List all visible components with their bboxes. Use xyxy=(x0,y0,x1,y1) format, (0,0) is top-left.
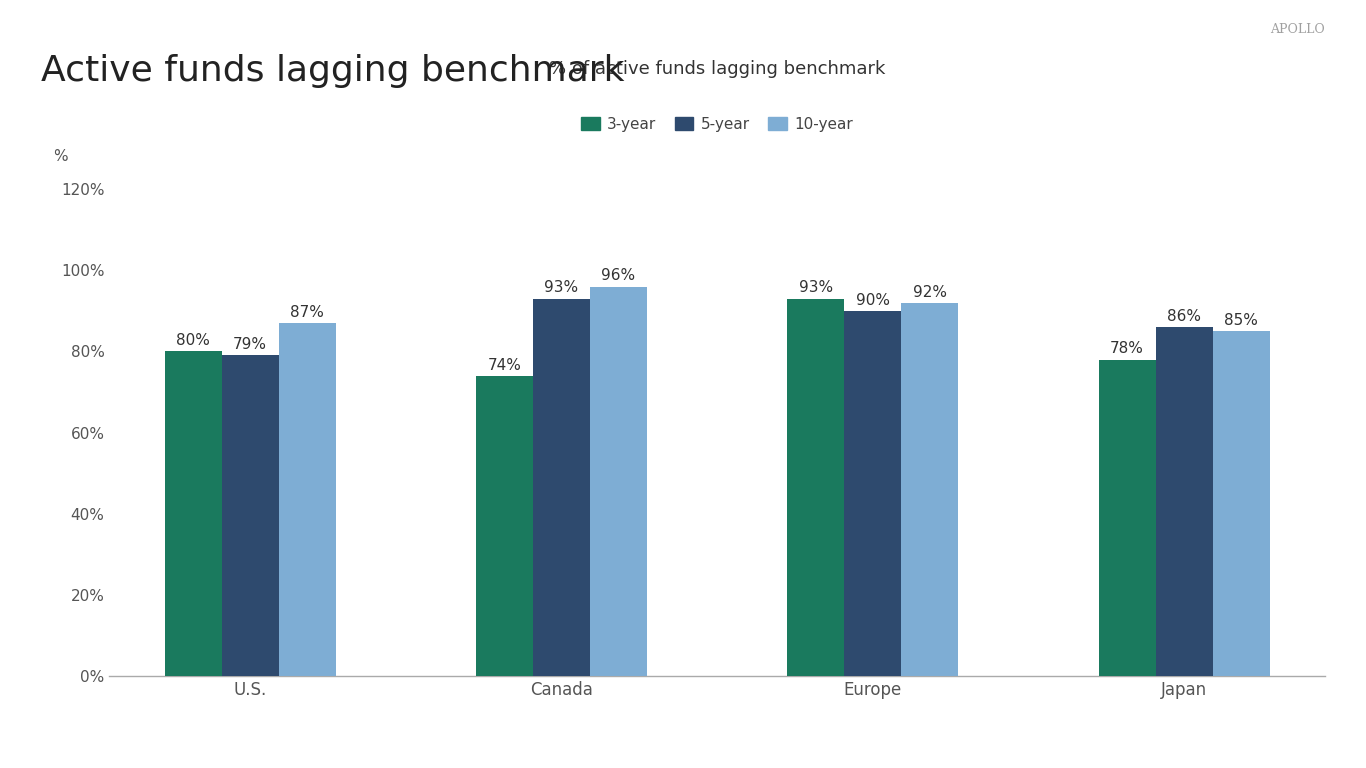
Bar xyxy=(164,352,221,676)
Legend: 3-year, 5-year, 10-year: 3-year, 5-year, 10-year xyxy=(575,111,859,138)
Text: % of active funds lagging benchmark: % of active funds lagging benchmark xyxy=(549,60,885,78)
Bar xyxy=(475,376,533,676)
Bar xyxy=(902,303,959,676)
Bar xyxy=(590,286,647,676)
Text: 92%: 92% xyxy=(912,284,947,300)
Text: 74%: 74% xyxy=(488,358,522,372)
Text: 85%: 85% xyxy=(1224,313,1258,328)
Bar xyxy=(1213,331,1270,676)
Bar xyxy=(279,323,336,676)
Bar xyxy=(533,299,590,676)
Y-axis label: %: % xyxy=(53,149,68,164)
Bar xyxy=(844,311,902,676)
Text: 90%: 90% xyxy=(856,293,889,308)
Bar xyxy=(1156,327,1213,676)
Text: 86%: 86% xyxy=(1167,309,1201,324)
Bar xyxy=(1098,359,1156,676)
Text: 87%: 87% xyxy=(291,305,324,319)
Text: 96%: 96% xyxy=(601,268,635,283)
Bar xyxy=(787,299,844,676)
Text: APOLLO: APOLLO xyxy=(1270,23,1325,36)
Text: 78%: 78% xyxy=(1111,341,1143,356)
Text: 80%: 80% xyxy=(176,333,210,348)
Bar xyxy=(221,356,279,676)
Text: Active funds lagging benchmark: Active funds lagging benchmark xyxy=(41,54,624,88)
Text: 79%: 79% xyxy=(234,337,268,353)
Text: 93%: 93% xyxy=(799,280,833,296)
Text: 93%: 93% xyxy=(545,280,579,296)
